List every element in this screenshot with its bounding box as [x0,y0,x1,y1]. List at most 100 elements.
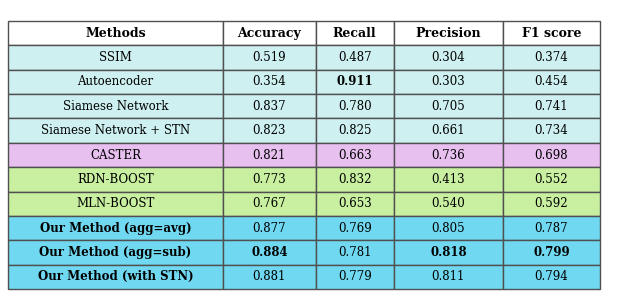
Text: 0.592: 0.592 [534,197,568,210]
Bar [8,240,223,265]
Bar [394,119,503,143]
Text: CASTER: CASTER [90,148,141,162]
Text: F1 score: F1 score [522,27,581,40]
Text: 0.304: 0.304 [431,51,465,64]
Bar [223,216,316,240]
Bar [223,240,316,265]
Text: MLN-BOOST: MLN-BOOST [76,197,155,210]
Text: 0.741: 0.741 [534,100,568,113]
Bar [8,21,223,45]
Text: Recall: Recall [333,27,376,40]
Bar [394,191,503,216]
Bar [503,21,600,45]
Bar [394,21,503,45]
Text: 0.821: 0.821 [253,148,286,162]
Text: Methods: Methods [85,27,146,40]
Text: Precision: Precision [415,27,481,40]
Bar [8,45,223,70]
Bar [503,191,600,216]
Text: 0.781: 0.781 [338,246,371,259]
Bar [316,191,394,216]
Text: 0.799: 0.799 [533,246,570,259]
Text: 0.663: 0.663 [338,148,372,162]
Text: 0.653: 0.653 [338,197,372,210]
Text: 0.736: 0.736 [431,148,465,162]
Bar [503,265,600,289]
Text: 0.487: 0.487 [338,51,371,64]
Bar [223,143,316,167]
Bar [316,143,394,167]
Text: 0.881: 0.881 [253,270,286,283]
Bar [223,45,316,70]
Bar [394,45,503,70]
Text: 0.705: 0.705 [431,100,465,113]
Text: 0.519: 0.519 [253,51,286,64]
Bar [316,216,394,240]
Text: 0.374: 0.374 [534,51,568,64]
Text: 0.811: 0.811 [431,270,465,283]
Bar [223,119,316,143]
Bar [223,94,316,119]
Bar [8,167,223,191]
Bar [503,167,600,191]
Bar [503,119,600,143]
Text: 0.911: 0.911 [337,76,373,88]
Text: 0.767: 0.767 [253,197,286,210]
Bar [503,143,600,167]
Bar [316,265,394,289]
Bar [503,45,600,70]
Text: 0.805: 0.805 [431,222,465,234]
Text: 0.825: 0.825 [338,124,371,137]
Text: 0.354: 0.354 [253,76,286,88]
Text: 0.877: 0.877 [253,222,286,234]
Bar [503,216,600,240]
Text: 0.884: 0.884 [251,246,288,259]
Bar [394,167,503,191]
Text: 0.837: 0.837 [253,100,286,113]
Bar [316,70,394,94]
Bar [223,191,316,216]
Bar [316,240,394,265]
Text: 0.779: 0.779 [338,270,372,283]
Bar [223,70,316,94]
Text: Our Method (agg=sub): Our Method (agg=sub) [39,246,191,259]
Bar [316,94,394,119]
Text: Siamese Network: Siamese Network [63,100,168,113]
Text: 0.552: 0.552 [534,173,568,186]
Bar [8,265,223,289]
Text: 0.661: 0.661 [431,124,465,137]
Bar [316,21,394,45]
Bar [503,240,600,265]
Bar [503,70,600,94]
Bar [503,94,600,119]
Text: 0.773: 0.773 [253,173,286,186]
Text: Autoencoder: Autoencoder [77,76,154,88]
Text: 0.540: 0.540 [431,197,465,210]
Text: 0.787: 0.787 [534,222,568,234]
Bar [8,191,223,216]
Text: Accuracy: Accuracy [237,27,301,40]
Text: 0.454: 0.454 [534,76,568,88]
Bar [223,21,316,45]
Bar [316,119,394,143]
Text: Our Method (agg=avg): Our Method (agg=avg) [40,222,191,234]
Bar [394,265,503,289]
Text: 0.303: 0.303 [431,76,465,88]
Bar [316,45,394,70]
Bar [394,94,503,119]
Text: Our Method (with STN): Our Method (with STN) [38,270,193,283]
Text: 0.832: 0.832 [338,173,371,186]
Bar [8,143,223,167]
Text: 0.794: 0.794 [534,270,568,283]
Bar [8,119,223,143]
Text: 0.769: 0.769 [338,222,372,234]
Bar [8,70,223,94]
Text: 0.698: 0.698 [534,148,568,162]
Bar [316,167,394,191]
Text: RDN-BOOST: RDN-BOOST [77,173,154,186]
Bar [394,216,503,240]
Text: 0.413: 0.413 [431,173,465,186]
Text: 0.818: 0.818 [430,246,467,259]
Text: 0.780: 0.780 [338,100,371,113]
Bar [223,167,316,191]
